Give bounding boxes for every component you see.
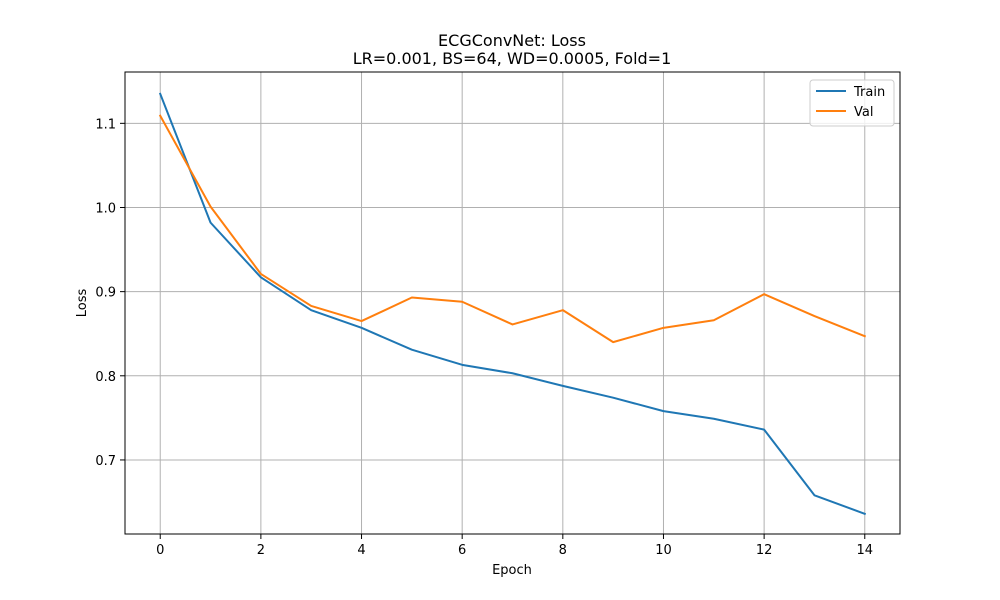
x-tick-label: 12 (756, 543, 773, 558)
plot-area (124, 71, 901, 535)
x-tick-label: 10 (655, 543, 672, 558)
x-tick-label: 8 (559, 543, 567, 558)
grid (125, 72, 900, 534)
y-axis: 0.7 0.8 0.9 1.0 1.1 (95, 117, 125, 469)
chart-title: ECGConvNet: Loss (438, 31, 586, 50)
series-line-val (158, 114, 867, 344)
series-line-train (158, 92, 867, 516)
x-tick-label: 6 (458, 543, 466, 558)
x-axis: 0 2 4 6 8 10 12 14 (156, 534, 873, 558)
x-tick-label: 0 (156, 543, 164, 558)
x-tick-label: 14 (856, 543, 873, 558)
series-layer (158, 92, 867, 516)
y-tick-label: 1.0 (95, 201, 116, 216)
legend: Train Val (809, 79, 895, 127)
y-tick-label: 0.9 (95, 286, 116, 301)
x-tick-label: 4 (357, 543, 365, 558)
x-tick-label: 2 (257, 543, 265, 558)
y-tick-label: 0.8 (95, 370, 116, 385)
y-tick-label: 0.7 (95, 454, 116, 469)
chart-subtitle: LR=0.001, BS=64, WD=0.0005, Fold=1 (353, 49, 672, 68)
legend-label-val: Val (854, 105, 873, 120)
y-axis-label: Loss (75, 289, 90, 318)
legend-label-train: Train (853, 85, 885, 100)
y-tick-label: 1.1 (95, 117, 116, 132)
x-axis-label: Epoch (492, 563, 532, 578)
